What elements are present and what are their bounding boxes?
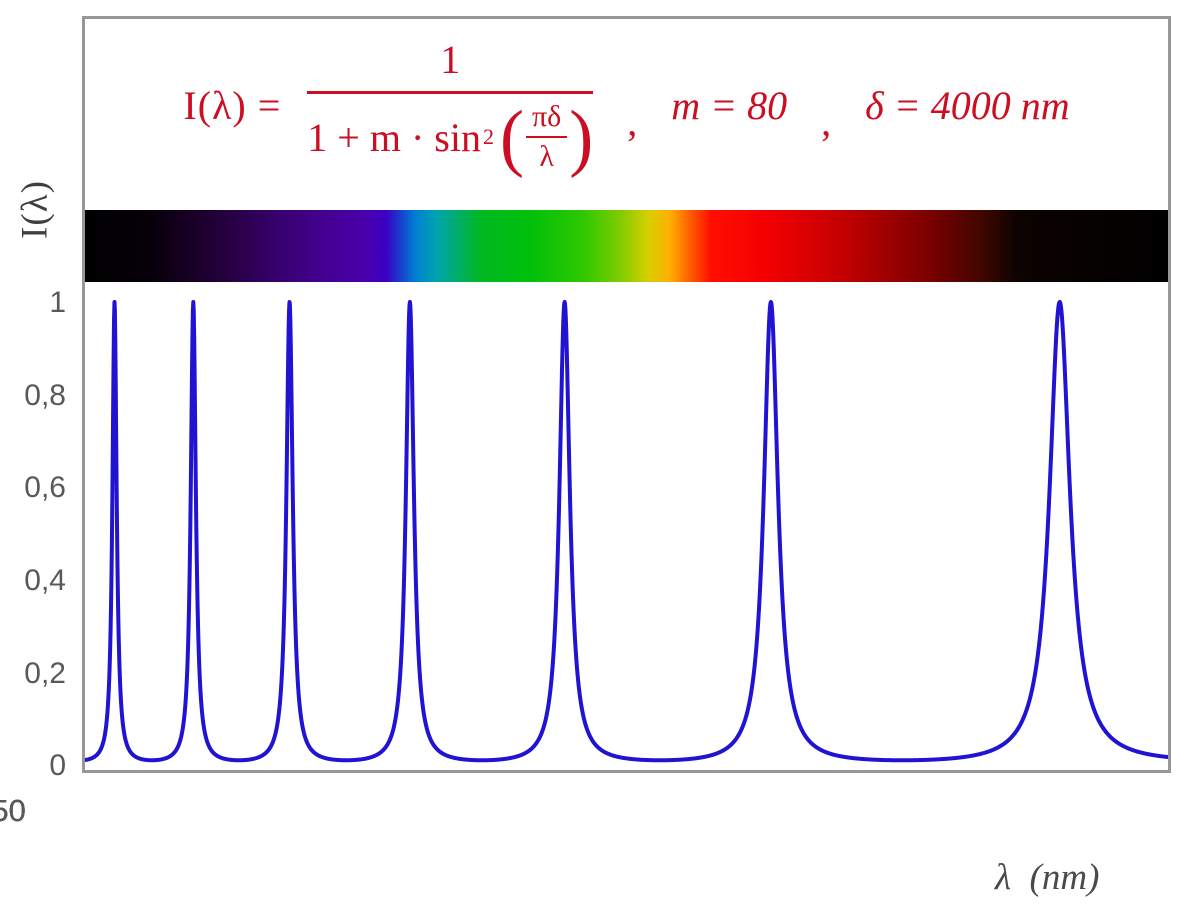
inner-fraction: πδ λ: [525, 100, 568, 174]
intensity-curve-path: [85, 300, 1168, 763]
intensity-curve-svg: [85, 300, 1168, 763]
fraction-numerator: 1: [307, 36, 594, 94]
open-paren: (: [499, 94, 524, 179]
inner-fraction-numerator: πδ: [525, 100, 568, 138]
y-tick-0: 0: [49, 749, 66, 782]
x-tick-550: 550: [0, 793, 26, 828]
close-paren: ): [569, 94, 594, 179]
param-m: m = 80: [671, 82, 788, 128]
x-tick-750: 750: [0, 793, 26, 828]
x-axis-label: λ (nm): [995, 857, 1100, 898]
x-tick-350: 350: [0, 793, 26, 828]
y-tick-0.4: 0,4: [24, 564, 66, 597]
spectrum-bar: [85, 210, 1168, 282]
y-tick-0.2: 0,2: [24, 657, 66, 690]
y-tick-1: 1: [49, 286, 66, 319]
y-tick-0.8: 0,8: [24, 379, 66, 412]
param-delta: δ = 4000 nm: [865, 82, 1070, 128]
fraction-denominator: 1 + m · sin 2 ( πδ λ ): [307, 94, 594, 179]
x-tick-450: 450: [0, 793, 26, 828]
y-tick-0.6: 0,6: [24, 471, 66, 504]
x-tick-650: 650: [0, 793, 26, 828]
denominator-text: 1 + m · sin: [307, 114, 481, 160]
formula-fraction: 1 1 + m · sin 2 ( πδ λ ): [307, 36, 594, 179]
inner-fraction-denominator: λ: [539, 140, 554, 173]
chart-frame: [82, 16, 1171, 773]
formula-lhs: I(λ) =: [183, 82, 282, 128]
x-tick-850: 850: [0, 793, 26, 828]
separator-comma-2: ,: [821, 98, 832, 144]
y-axis-label: I(λ): [14, 180, 56, 239]
formula: I(λ) = 1 1 + m · sin 2 ( πδ λ ) , m = 80 …: [85, 30, 1168, 180]
separator-comma-1: ,: [627, 98, 638, 144]
